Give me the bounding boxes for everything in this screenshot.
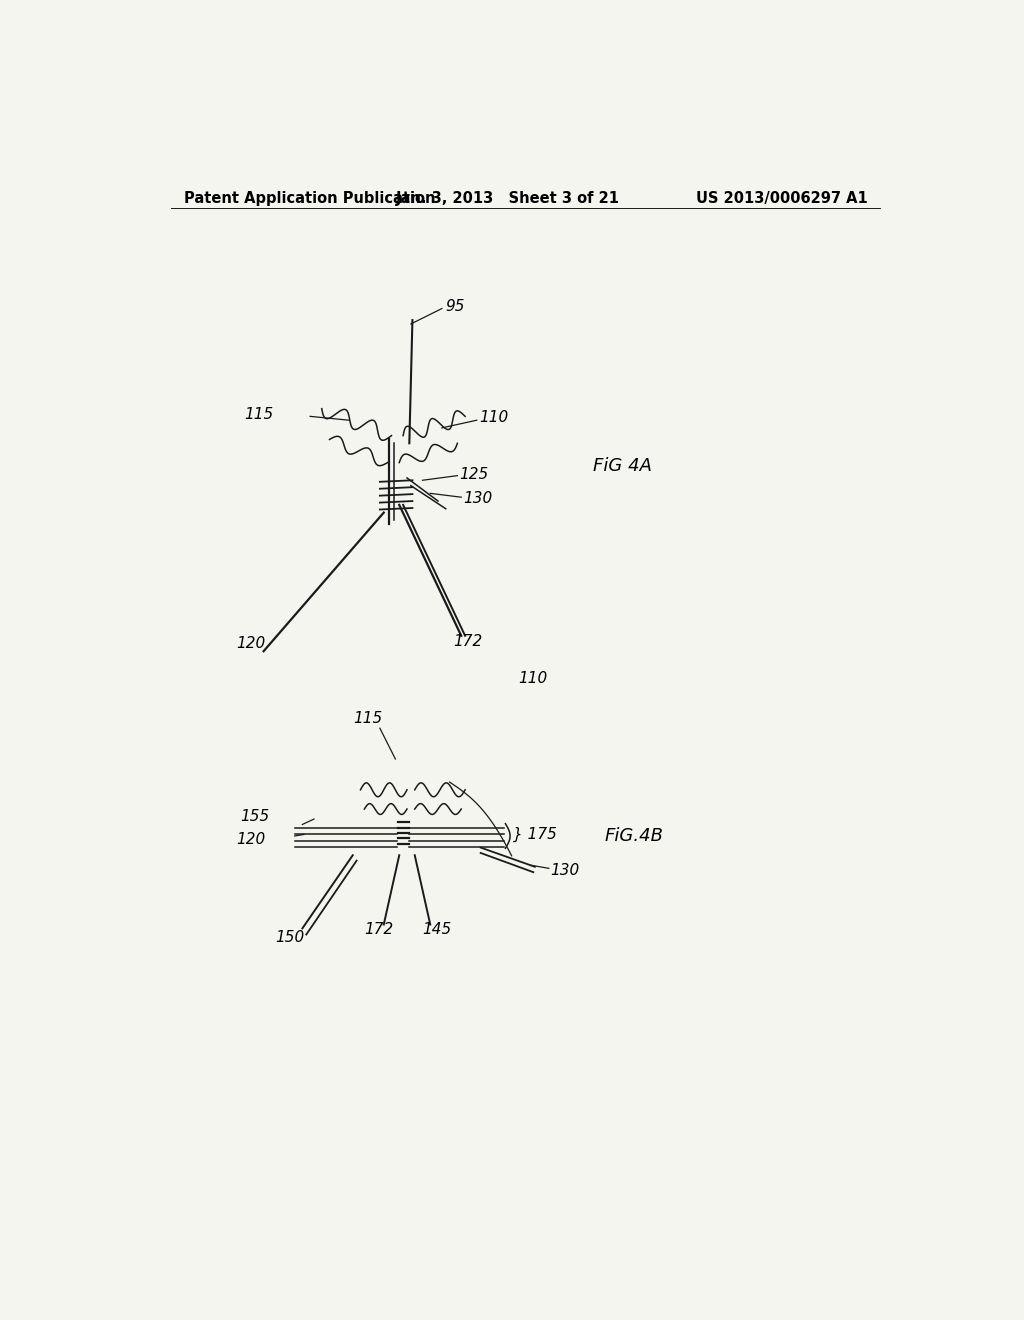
Text: 130: 130: [550, 863, 580, 878]
Text: 155: 155: [241, 809, 269, 824]
Text: 172: 172: [365, 923, 393, 937]
Text: FiG 4A: FiG 4A: [593, 458, 652, 475]
Text: 110: 110: [518, 671, 547, 685]
Text: Patent Application Publication: Patent Application Publication: [183, 191, 435, 206]
Text: Jan. 3, 2013   Sheet 3 of 21: Jan. 3, 2013 Sheet 3 of 21: [395, 191, 620, 206]
Text: 110: 110: [479, 411, 508, 425]
Text: 120: 120: [237, 636, 266, 651]
Text: FiG.4B: FiG.4B: [604, 828, 664, 845]
Text: 115: 115: [245, 407, 273, 421]
Text: 125: 125: [460, 466, 488, 482]
Text: 150: 150: [275, 931, 304, 945]
Text: 172: 172: [454, 635, 482, 649]
Text: 145: 145: [423, 923, 452, 937]
Text: 130: 130: [464, 491, 493, 507]
Text: 115: 115: [352, 711, 382, 726]
Text: 120: 120: [237, 832, 266, 846]
Text: } 175: } 175: [513, 826, 557, 842]
Text: US 2013/0006297 A1: US 2013/0006297 A1: [696, 191, 868, 206]
Text: 95: 95: [445, 298, 465, 314]
